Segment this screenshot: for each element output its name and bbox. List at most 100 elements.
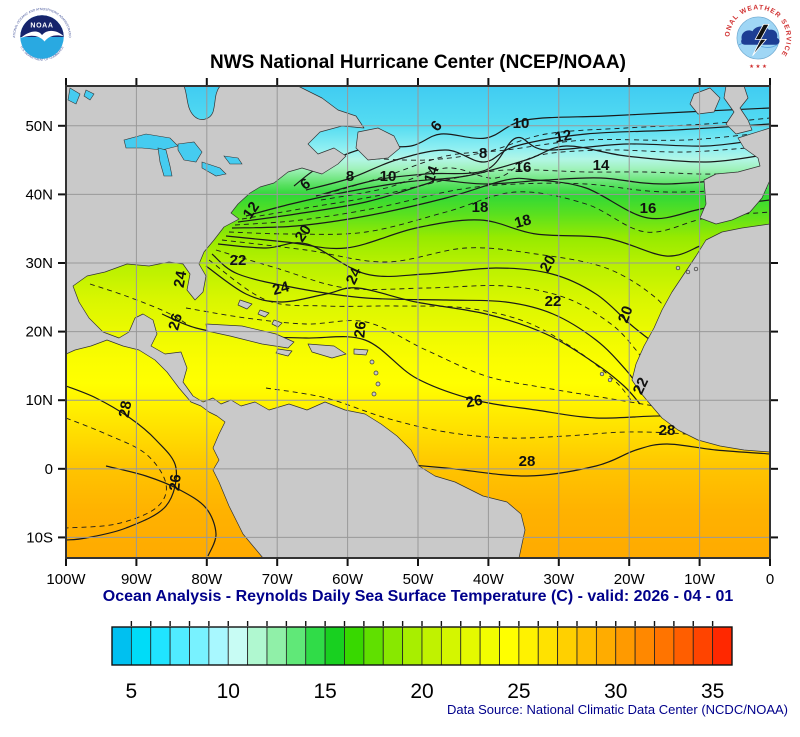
land-great-britain	[723, 86, 753, 135]
lake-ontario	[223, 155, 243, 165]
colorbar-segment	[111, 626, 132, 666]
data-source: Data Source: National Climatic Data Cent…	[447, 702, 788, 717]
lake-michigan	[157, 147, 173, 177]
colorbar-segment	[537, 626, 559, 666]
contour-label: 12	[240, 199, 263, 222]
contour-label: 26	[166, 474, 184, 492]
nws-logo: NATIONAL WEATHER SERVICE ★ ★ ★	[724, 4, 792, 72]
axes-layer: 100W 90W 80W 70W 60W 50W 40W 30W 20W 10W 0 50N 40N 30…	[25, 78, 778, 588]
colorbar-label: 30	[604, 680, 627, 703]
x-tick-label: 60W	[332, 571, 364, 588]
noaa-logo: NATIONAL OCEANIC AND ATMOSPHERIC ADMINIS…	[10, 5, 74, 69]
x-tick-label: 70W	[262, 571, 294, 588]
colorbar-frame	[111, 626, 733, 666]
contour-label: 20	[537, 252, 560, 275]
contour-label: 18	[513, 211, 534, 232]
contour-line-6	[293, 107, 770, 187]
colorbar-segment	[576, 626, 597, 666]
contour-label: 14	[421, 163, 443, 185]
colorbar-label: 15	[313, 680, 336, 703]
contour-line-27	[265, 387, 770, 441]
colorbar-segment	[402, 626, 423, 666]
y-tick-label: 0	[45, 461, 53, 478]
contour-line-9	[325, 131, 770, 195]
contour-label: 14	[593, 157, 610, 174]
colorbar-segment	[615, 626, 636, 666]
colorbar-segment	[712, 626, 733, 666]
land-canary-islet	[693, 266, 699, 272]
land-canary-islet	[685, 269, 691, 275]
y-tick-label: 40N	[25, 186, 53, 203]
contour-line-28	[66, 385, 177, 541]
contour-label: 22	[230, 252, 247, 269]
contour-label: 28	[116, 400, 136, 419]
land-africa	[631, 223, 770, 453]
land-antilles-islet	[371, 391, 377, 397]
contour-label: 22	[545, 293, 562, 310]
colorbar-segment	[421, 626, 442, 666]
colorbar-segment	[499, 626, 520, 666]
land-capeverde-islet	[599, 371, 605, 377]
contour-label: 28	[519, 453, 536, 470]
contour-label: 26	[465, 392, 484, 412]
contour-line-28	[375, 443, 770, 477]
colorbar-label: 10	[217, 680, 240, 703]
contour-line-22	[211, 253, 653, 407]
x-tick-label: 40W	[473, 571, 505, 588]
colorbar-segment	[692, 626, 714, 666]
colorbar-segment	[150, 626, 171, 666]
colorbar-segment	[479, 626, 500, 666]
land-americas	[66, 86, 526, 558]
contour-line-15	[234, 182, 770, 226]
colorbar-segment	[227, 626, 249, 666]
contour-line-26	[105, 465, 217, 557]
lakes-layer	[67, 87, 243, 177]
nws-stars: ★ ★ ★	[749, 64, 767, 70]
contour-line-11	[320, 145, 770, 201]
x-tick-label: 90W	[121, 571, 153, 588]
contour-line-7	[365, 117, 770, 161]
colorbar-segment	[130, 626, 152, 666]
contour-label: 10	[513, 115, 530, 132]
page-title: NWS National Hurricane Center (NCEP/NOAA…	[210, 52, 626, 73]
nws-lightning-icon	[752, 23, 770, 56]
contour-line-13	[241, 167, 770, 220]
latlon-grid	[66, 86, 770, 558]
land-antilles-islet	[373, 370, 379, 376]
contour-label: 26	[351, 321, 369, 339]
contour-line-19	[221, 239, 679, 329]
contour-line-23	[208, 259, 632, 401]
colorbar-segment	[189, 626, 210, 666]
noaa-seagull-icon	[20, 30, 64, 42]
contour-line-10	[315, 136, 770, 197]
colorbar-segment	[673, 626, 694, 666]
contour-label: 24	[271, 278, 292, 299]
contour-line-8	[305, 123, 770, 191]
land-layer	[66, 86, 770, 558]
land-capeverde-islet	[607, 377, 613, 383]
x-tick-label: 100W	[46, 571, 86, 588]
colorbar-segment	[634, 626, 655, 666]
colorbar-segment	[344, 626, 365, 666]
lake-superior	[123, 133, 179, 151]
contour-label: 24	[343, 264, 366, 287]
x-tick-label: 30W	[543, 571, 575, 588]
colorbar-segment	[266, 626, 287, 666]
y-tick-label: 50N	[25, 118, 53, 135]
lake-huron	[177, 141, 203, 163]
lake-winnipeg	[67, 87, 95, 105]
colorbar-label: 35	[701, 680, 724, 703]
y-tick-label: 20N	[25, 324, 53, 341]
x-tick-label: 0	[766, 571, 774, 588]
noaa-logo-text: NOAA	[30, 22, 53, 29]
colorbar-segment	[557, 626, 578, 666]
colorbar-segment	[460, 626, 481, 666]
x-tick-label: 20W	[614, 571, 646, 588]
contour-line-18	[225, 219, 701, 257]
colorbar-label: 20	[410, 680, 433, 703]
x-tick-label: 10W	[684, 571, 716, 588]
contour-lines-layer	[66, 107, 770, 557]
contour-line-16	[231, 177, 770, 229]
contour-line-25	[185, 307, 667, 409]
contour-label: 16	[515, 159, 532, 176]
